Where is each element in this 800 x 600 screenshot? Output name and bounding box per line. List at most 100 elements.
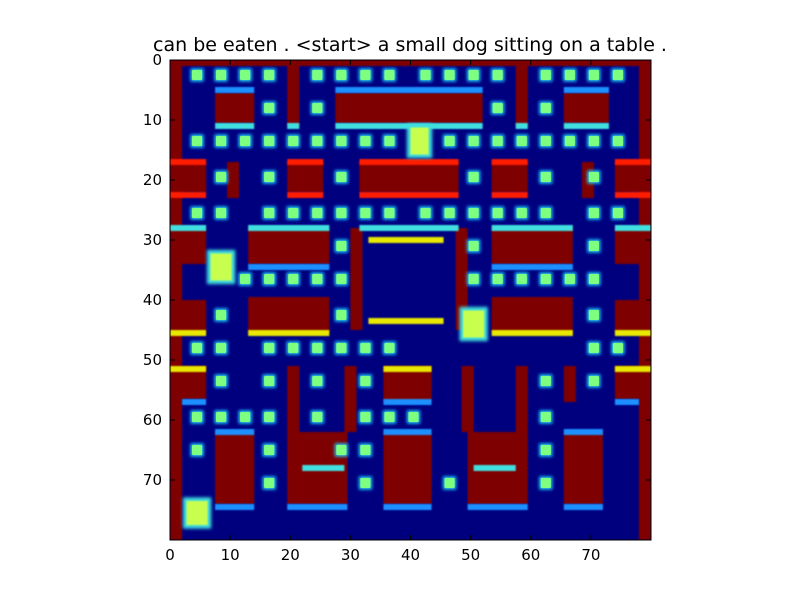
pellet-cell (288, 207, 299, 219)
pellet-cell (516, 207, 527, 219)
wall-cell (491, 297, 573, 333)
pellet-cell (288, 342, 299, 354)
wall-edge-cell (359, 192, 459, 198)
wall-cell (248, 297, 330, 333)
wall-cell (287, 60, 300, 126)
wall-edge-cell (335, 87, 483, 93)
wall-cell (491, 228, 573, 264)
pellet-cell (240, 273, 251, 285)
wall-edge-cell (491, 330, 573, 336)
wall-cell (227, 162, 240, 198)
pellet-cell (336, 309, 347, 321)
pellet-cell (408, 411, 419, 423)
chart-title: can be eaten . <start> a small dog sitti… (153, 34, 667, 56)
wall-edge-cell (287, 504, 348, 510)
wall-edge-cell (170, 225, 207, 231)
pellet-cell (264, 135, 275, 147)
y-tick-label: 20 (143, 171, 162, 189)
wall-edge-cell (170, 366, 207, 372)
pellet-cell (264, 273, 275, 285)
x-tick-label: 60 (521, 546, 540, 564)
wall-cell (350, 228, 363, 330)
y-tick-label: 30 (143, 231, 162, 249)
pellet-cell (312, 135, 323, 147)
wall-edge-cell (359, 225, 459, 231)
pellet-cell (360, 477, 371, 489)
pellet-cell (191, 69, 203, 81)
x-tick-label: 70 (581, 546, 600, 564)
wall-edge-cell (491, 264, 573, 270)
pellet-cell (288, 273, 299, 285)
wall-edge-cell (614, 225, 651, 231)
x-tick-label: 30 (341, 546, 360, 564)
pellet-cell (516, 273, 527, 285)
x-axis-ticks: 0 10 20 30 40 50 60 70 (165, 60, 600, 564)
pellet-cell (336, 240, 347, 252)
wall-edge-cell (614, 330, 651, 336)
pellet-cell (264, 207, 275, 219)
heatmap-plot-area (170, 60, 651, 540)
wall-edge-cell (359, 159, 459, 165)
pellet-cell (215, 342, 227, 354)
wall-edge-cell (467, 504, 528, 510)
wall-edge-cell (215, 429, 255, 435)
wall-edge-cell (215, 504, 255, 510)
pellet-cell (191, 135, 203, 147)
pellet-cell (264, 444, 275, 456)
pellet-cell (360, 135, 371, 147)
pellet-cell (468, 135, 479, 147)
pellet-cell (540, 102, 551, 114)
pellet-cell (612, 342, 624, 354)
pellet-cell (492, 135, 503, 147)
sprite-cells (182, 123, 488, 529)
y-tick-label: 40 (143, 291, 162, 309)
wall-cell (614, 300, 651, 333)
pellet-cell (191, 342, 203, 354)
wall-edge-cell (383, 504, 432, 510)
pellet-cell (564, 273, 575, 285)
wall-edge-cell (614, 192, 651, 198)
pellet-cell (215, 135, 227, 147)
wall-cell (563, 366, 576, 402)
pellet-cell (516, 135, 527, 147)
sprite-cell (463, 310, 485, 338)
pellet-cell (444, 477, 455, 489)
wall-cell (287, 366, 300, 432)
pellet-cell (312, 69, 323, 81)
pellet-cell (540, 411, 551, 423)
wall-edge-cell (170, 192, 207, 198)
y-tick-label: 60 (143, 411, 162, 429)
pellet-cell (264, 375, 275, 387)
wall-edge-cell (368, 237, 444, 243)
pellet-cell (420, 207, 431, 219)
sprite-cell (410, 127, 429, 155)
x-tick-label: 10 (221, 546, 240, 564)
pellet-cell (468, 207, 479, 219)
pellet-cell (215, 171, 227, 183)
pellet-cell (336, 135, 347, 147)
wall-edge-cell (383, 399, 432, 405)
wall-edge-cell (614, 399, 639, 405)
wall-cell (335, 93, 483, 123)
pellet-cell (240, 411, 251, 423)
wall-edge-cell (302, 465, 345, 471)
wall-cell (614, 228, 651, 264)
pellet-cell (588, 207, 599, 219)
wall-edge-cell (170, 330, 207, 336)
pellet-cell (312, 102, 323, 114)
pellet-cell (191, 207, 203, 219)
wall-cell (614, 162, 651, 192)
wall-edge-cell (287, 192, 324, 198)
pellet-cell (444, 135, 455, 147)
wall-cell (461, 366, 474, 432)
pellet-cell (384, 342, 395, 354)
pellet-cell (444, 69, 455, 81)
pellet-cell (264, 102, 275, 114)
wall-cell (344, 366, 357, 432)
y-tick-label: 50 (143, 351, 162, 369)
pellet-cell (588, 342, 599, 354)
pellet-cell (564, 69, 575, 81)
wall-edge-cell (383, 429, 432, 435)
pellet-cell (264, 69, 275, 81)
wall-cell (455, 228, 468, 330)
